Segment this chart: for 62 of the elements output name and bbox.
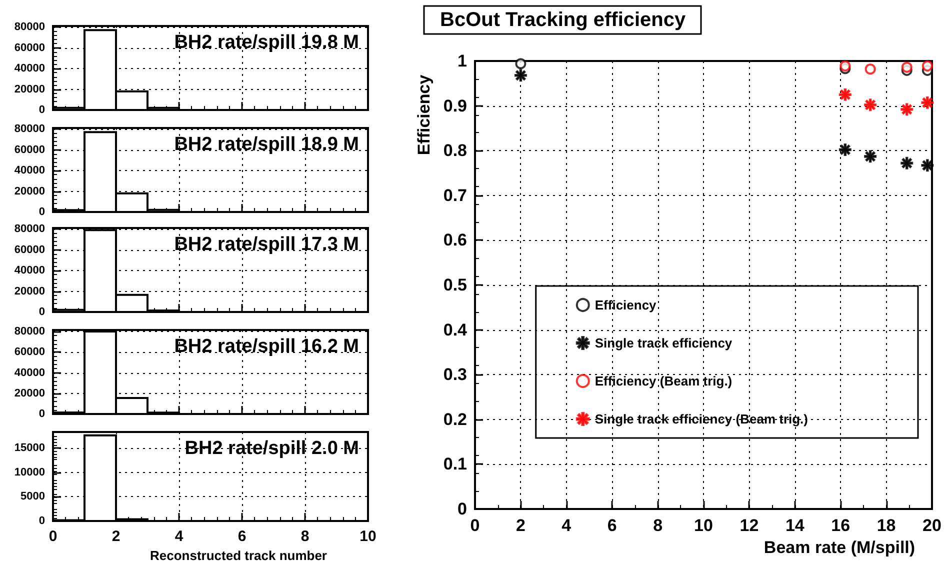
x-tick-label: 6 (607, 516, 617, 535)
y-tick-label: 0.3 (443, 365, 467, 384)
y-tick-label: 0.6 (443, 230, 467, 250)
x-tick-label: 10 (360, 528, 376, 545)
x-tick-label: 8 (653, 516, 663, 535)
y-tick-label: 40000 (14, 264, 45, 277)
y-tick-label: 10000 (14, 466, 45, 478)
y-tick-label: 0 (38, 408, 45, 420)
x-tick-label: 14 (785, 516, 805, 535)
y-tick-label: 40000 (14, 164, 45, 177)
x-tick-label: 8 (300, 528, 310, 545)
x-tick-label: 10 (694, 516, 713, 535)
y-tick-label: 20000 (14, 185, 45, 198)
y-tick-label: 0.7 (443, 186, 467, 205)
y-tick-label: 1 (458, 52, 467, 70)
y-tick-label: 0.1 (443, 454, 467, 474)
y-tick-label: 0 (38, 306, 45, 318)
y-tick-label: 20000 (14, 387, 45, 400)
chart-title: BH2 rate/spill 18.9 M (174, 134, 359, 155)
x-axis-title: Reconstructed track number (150, 548, 327, 561)
x-tick-label: 2 (112, 528, 120, 545)
x-tick-label: 0 (470, 516, 480, 535)
chart-title: BcOut Tracking efficiency (440, 9, 687, 31)
y-tick-label: 0 (38, 206, 45, 218)
x-tick-label: 20 (922, 516, 942, 535)
x-tick-label: 18 (876, 516, 896, 535)
y-tick-label: 40000 (14, 366, 45, 379)
x-tick-label: 4 (174, 528, 184, 545)
chart-title: BH2 rate/spill 17.3 M (174, 234, 359, 255)
y-tick-label: 60000 (14, 42, 45, 54)
y-tick-label: 0.8 (443, 141, 467, 160)
chart-title: BH2 rate/spill 2.0 M (184, 438, 360, 459)
x-axis-title: Beam rate (M/spill) (764, 538, 916, 557)
legend-label: Efficiency (594, 298, 658, 312)
chart-title: BH2 rate/spill 19.8 M (174, 32, 359, 53)
y-axis-title: Efficiency (414, 74, 434, 156)
y-tick-label: 0.9 (443, 96, 467, 116)
y-tick-label: 0.5 (443, 276, 467, 294)
x-tick-label: 6 (238, 528, 246, 545)
y-tick-label: 0 (458, 500, 467, 518)
y-tick-label: 80000 (14, 21, 45, 34)
y-tick-label: 20000 (14, 83, 45, 96)
x-tick-label: 4 (562, 516, 572, 535)
legend-label: Single track efficiency (594, 336, 733, 350)
y-tick-label: 0.4 (443, 320, 468, 340)
chart-title: BH2 rate/spill 16.2 M (174, 336, 359, 357)
x-tick-label: 12 (740, 516, 759, 535)
y-tick-label: 15000 (14, 442, 45, 454)
y-tick-label: 60000 (14, 346, 45, 358)
y-tick-label: 80000 (14, 326, 45, 338)
y-tick-label: 0.2 (443, 410, 467, 429)
y-tick-label: 20000 (14, 285, 45, 298)
x-tick-label: 2 (516, 516, 526, 535)
y-tick-label: 0 (38, 104, 45, 116)
x-tick-label: 16 (831, 516, 850, 535)
y-tick-label: 60000 (14, 144, 45, 156)
y-tick-label: 40000 (14, 62, 45, 75)
legend-label: Efficiency (Beam trig.) (594, 374, 732, 388)
y-tick-label: 5000 (20, 490, 45, 503)
y-tick-label: 80000 (14, 223, 45, 236)
y-tick-label: 60000 (14, 244, 45, 256)
y-tick-label: 80000 (14, 123, 45, 136)
